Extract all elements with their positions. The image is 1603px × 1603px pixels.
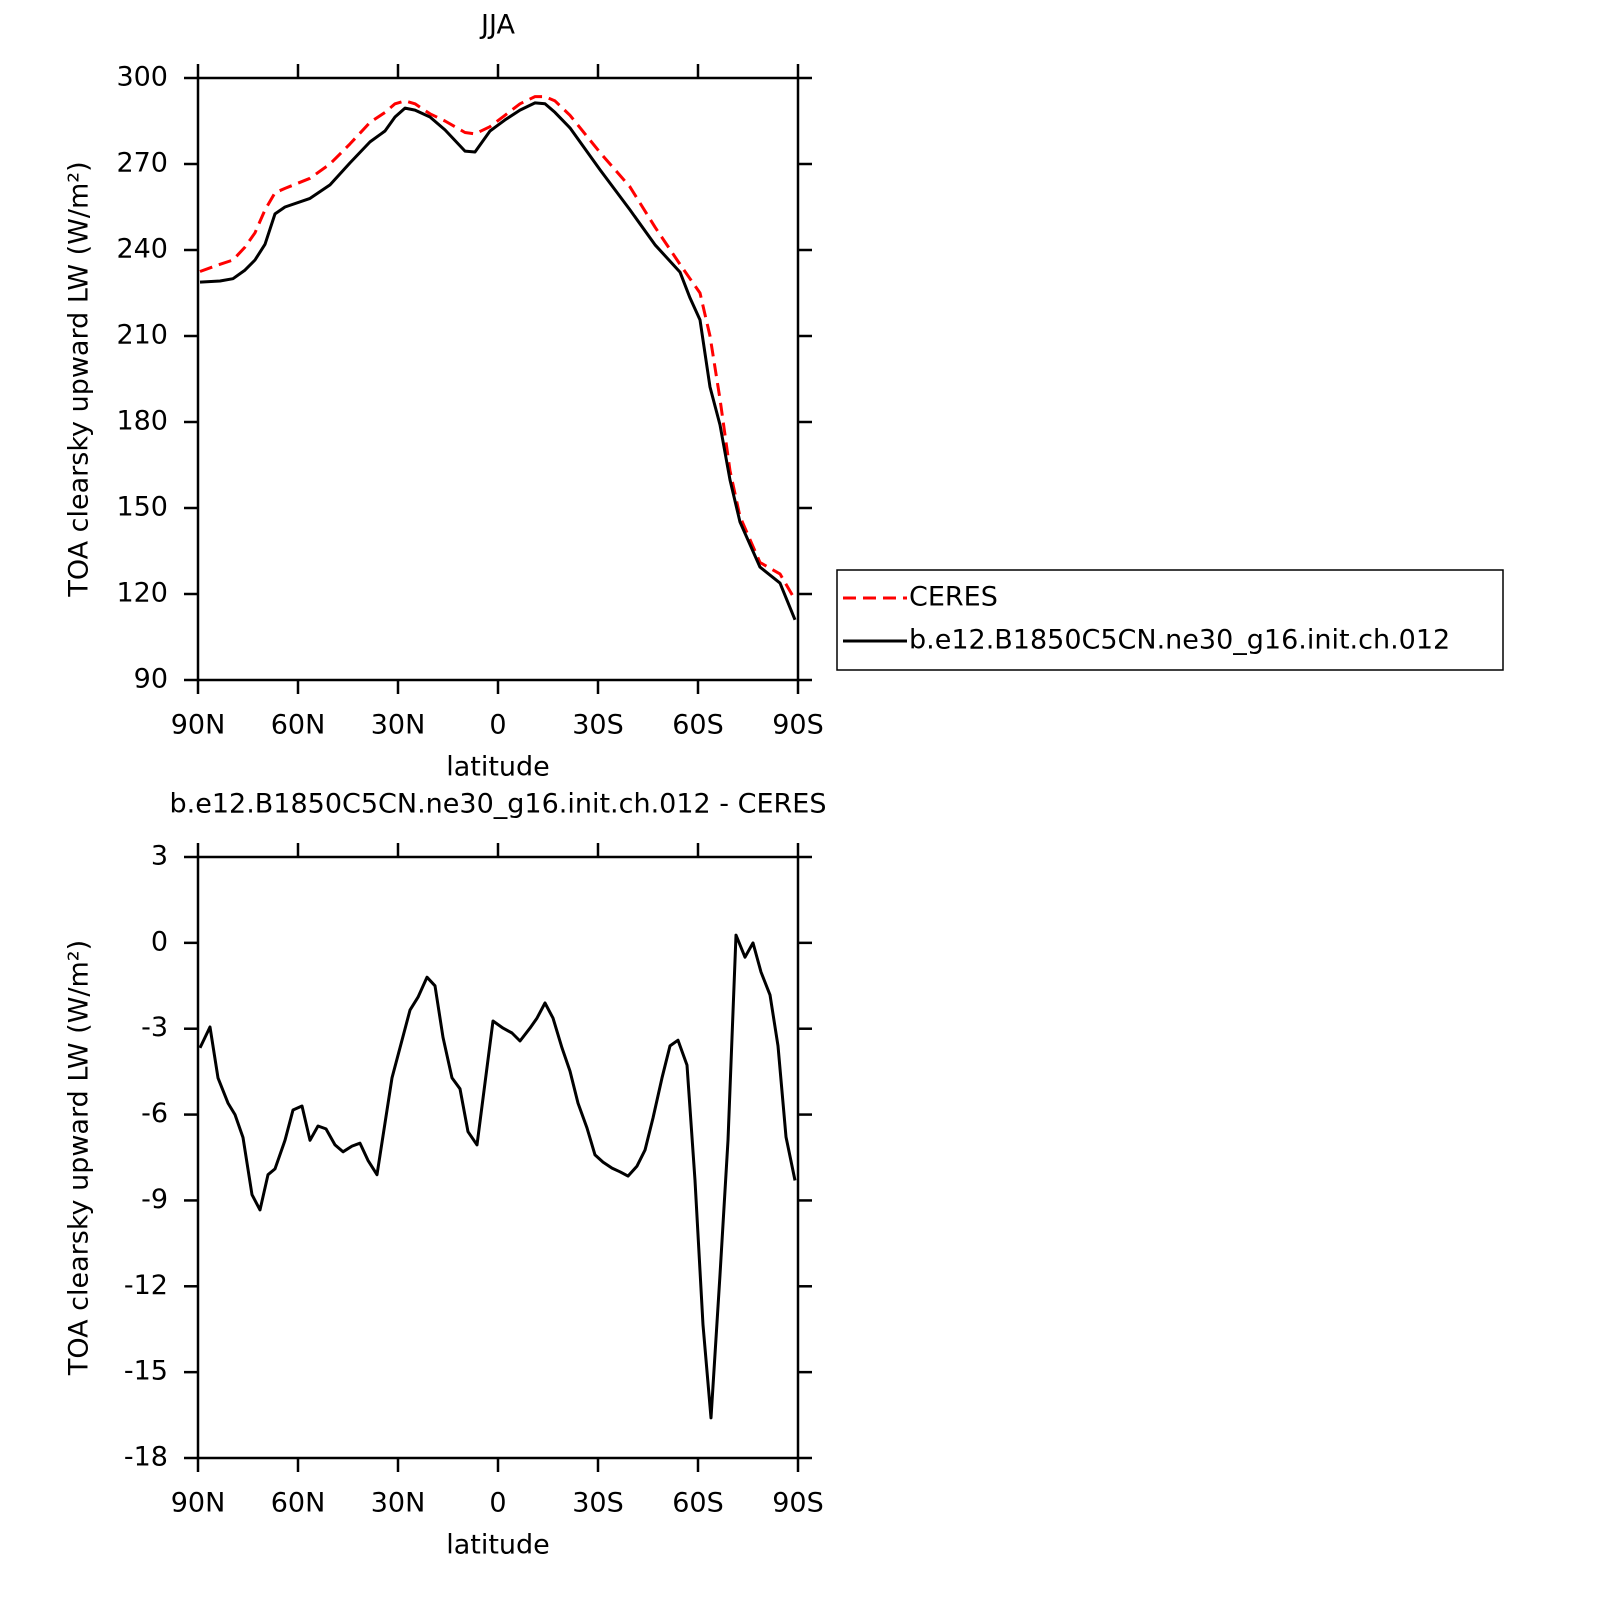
x-tick-label: 30N xyxy=(371,1488,426,1519)
x-tick-label: 30S xyxy=(572,710,624,741)
y-tick-label: 0 xyxy=(151,926,168,957)
y-tick-label: 210 xyxy=(116,320,168,351)
series-line xyxy=(199,95,797,601)
x-tick-label: 0 xyxy=(489,710,506,741)
series-line xyxy=(199,101,797,621)
x-tick-label: 30S xyxy=(572,1488,624,1519)
y-tick-label: -3 xyxy=(141,1012,168,1043)
y-tick-label: 90 xyxy=(134,664,168,695)
x-tick-label: 60N xyxy=(271,1488,326,1519)
x-tick-label: 90N xyxy=(171,710,226,741)
x-tick-label: 60N xyxy=(271,710,326,741)
y-axis-label: TOA clearsky upward LW (W/m²) xyxy=(64,940,95,1376)
x-tick-label: 90S xyxy=(772,710,824,741)
y-tick-label: 150 xyxy=(116,492,168,523)
y-tick-label: -9 xyxy=(141,1184,168,1215)
y-tick-label: -6 xyxy=(141,1098,168,1129)
legend-label: CERES xyxy=(909,582,998,613)
y-tick-label: 120 xyxy=(116,578,168,609)
y-tick-label: -12 xyxy=(124,1270,168,1301)
legend-label: b.e12.B1850C5CN.ne30_g16.init.ch.012 xyxy=(909,625,1450,656)
y-tick-label: -15 xyxy=(124,1356,168,1387)
y-tick-label: 300 xyxy=(116,62,168,93)
y-tick-label: 240 xyxy=(116,234,168,265)
chart-title: JJA xyxy=(479,10,515,41)
y-axis-label: TOA clearsky upward LW (W/m²) xyxy=(64,161,95,597)
x-axis-label: latitude xyxy=(446,752,550,783)
x-tick-label: 90N xyxy=(171,1488,226,1519)
x-tick-label: 60S xyxy=(672,710,724,741)
x-tick-label: 30N xyxy=(371,710,426,741)
x-tick-label: 60S xyxy=(672,1488,724,1519)
y-tick-label: 180 xyxy=(116,406,168,437)
legend-box xyxy=(836,569,1504,671)
y-tick-label: 3 xyxy=(151,841,168,872)
chart-title: b.e12.B1850C5CN.ne30_g16.init.ch.012 - C… xyxy=(170,789,827,820)
y-tick-label: -18 xyxy=(124,1442,168,1473)
series-line xyxy=(198,933,797,1420)
x-tick-label: 90S xyxy=(772,1488,824,1519)
x-axis-label: latitude xyxy=(446,1530,550,1561)
x-tick-label: 0 xyxy=(489,1488,506,1519)
y-tick-label: 270 xyxy=(116,148,168,179)
